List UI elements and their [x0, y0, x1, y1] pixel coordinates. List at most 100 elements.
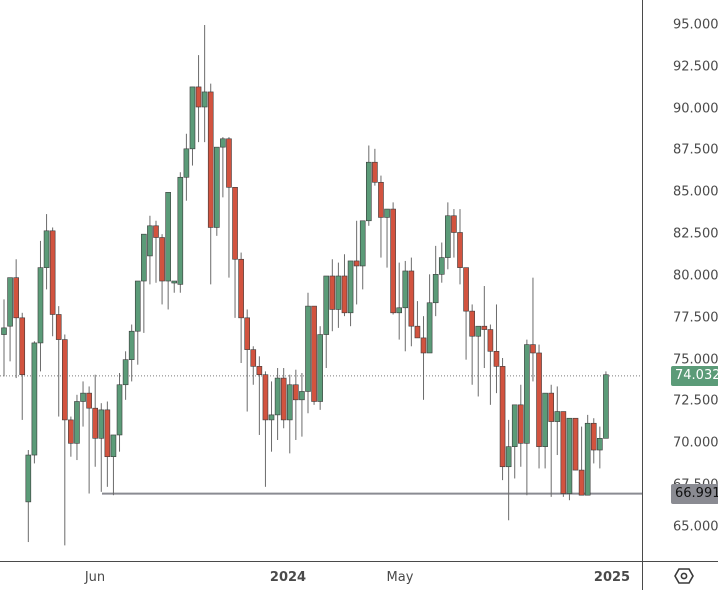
candle — [530, 277, 536, 382]
price-axis[interactable]: 95.000 92.500 90.000 87.500 85.000 82.500 80.0… — [642, 0, 718, 561]
candle — [159, 234, 165, 305]
candle — [13, 259, 19, 379]
candle — [189, 86, 196, 166]
candle — [341, 254, 348, 317]
candle — [353, 220, 360, 305]
candle — [463, 267, 469, 360]
candle — [147, 215, 153, 285]
candle — [493, 304, 500, 394]
candle — [420, 316, 427, 400]
candle — [293, 369, 299, 440]
candle — [43, 214, 50, 290]
candle — [542, 392, 548, 469]
candle — [597, 426, 603, 469]
candle — [511, 404, 518, 479]
price-tick-label: 85.000 — [673, 184, 718, 200]
candle — [244, 309, 250, 412]
price-tick-label: 82.500 — [673, 226, 718, 242]
candle — [68, 416, 74, 457]
chart-settings-corner[interactable] — [642, 561, 718, 590]
candle — [426, 274, 433, 354]
candle — [19, 312, 26, 420]
candle — [347, 260, 354, 327]
candle — [55, 306, 62, 417]
candle — [98, 403, 105, 492]
candle — [226, 137, 232, 278]
candle — [286, 374, 293, 454]
time-tick-label: 2024 — [269, 570, 307, 585]
candle — [86, 386, 92, 494]
candle — [110, 434, 117, 496]
candle — [1, 299, 7, 377]
candle — [153, 220, 159, 283]
candle — [195, 55, 202, 143]
price-tick-label: 70.000 — [673, 435, 718, 451]
candle — [414, 301, 421, 339]
candle — [481, 286, 488, 369]
candle — [590, 418, 597, 464]
candle — [256, 356, 263, 435]
price-tick-label: 72.500 — [673, 393, 718, 409]
price-tick-label: 95.000 — [673, 17, 718, 33]
price-tick-label: 75.000 — [673, 352, 718, 368]
candle — [201, 25, 208, 143]
price-tick-label: 87.500 — [673, 142, 718, 158]
candle — [329, 259, 336, 332]
horizontal-line-price-badge: 66.991 — [671, 483, 718, 504]
candle — [220, 137, 226, 198]
candle — [402, 260, 409, 352]
current-price-badge: 74.032 — [671, 365, 718, 386]
candle — [499, 357, 506, 481]
candle — [7, 277, 13, 362]
candle — [207, 83, 214, 285]
candle — [323, 275, 330, 369]
hexagon-settings-icon[interactable] — [643, 562, 718, 590]
candle — [584, 414, 591, 496]
candle — [232, 187, 238, 318]
candle — [311, 305, 317, 405]
candle — [572, 417, 579, 471]
candle — [548, 384, 555, 497]
candle — [262, 371, 269, 487]
candle — [280, 368, 287, 429]
candle — [25, 450, 32, 543]
candle — [183, 133, 190, 201]
candle — [378, 175, 384, 258]
candle — [299, 373, 305, 437]
price-tick-label: 65.000 — [673, 519, 718, 535]
candle — [104, 401, 111, 487]
candle — [517, 384, 524, 467]
candle — [250, 346, 257, 385]
candle — [365, 145, 372, 226]
candlestick-series — [0, 25, 642, 546]
candle — [274, 368, 281, 440]
candle — [305, 292, 311, 414]
candle — [74, 394, 80, 461]
chart-plot-area[interactable] — [0, 0, 642, 561]
candle — [451, 209, 457, 258]
candle — [475, 325, 482, 397]
candle — [31, 341, 38, 464]
price-tick-label: 90.000 — [673, 101, 718, 117]
candle — [524, 339, 530, 496]
candle — [554, 386, 561, 456]
candle — [49, 227, 56, 337]
candle — [578, 426, 585, 496]
candle — [603, 371, 609, 439]
candle — [469, 304, 475, 385]
candle — [487, 324, 494, 405]
candle — [238, 252, 244, 364]
price-tick-label: 92.500 — [673, 59, 718, 75]
candle — [165, 192, 171, 310]
candle — [560, 411, 567, 497]
candle — [214, 146, 220, 236]
candle — [37, 240, 44, 372]
time-axis[interactable]: Jun 2024 May 2025 — [0, 561, 642, 590]
candle — [390, 202, 396, 315]
candle — [359, 220, 366, 290]
candle — [384, 208, 390, 268]
candle — [122, 351, 129, 400]
candle — [505, 419, 512, 521]
candle — [396, 262, 403, 340]
candle — [372, 148, 378, 186]
